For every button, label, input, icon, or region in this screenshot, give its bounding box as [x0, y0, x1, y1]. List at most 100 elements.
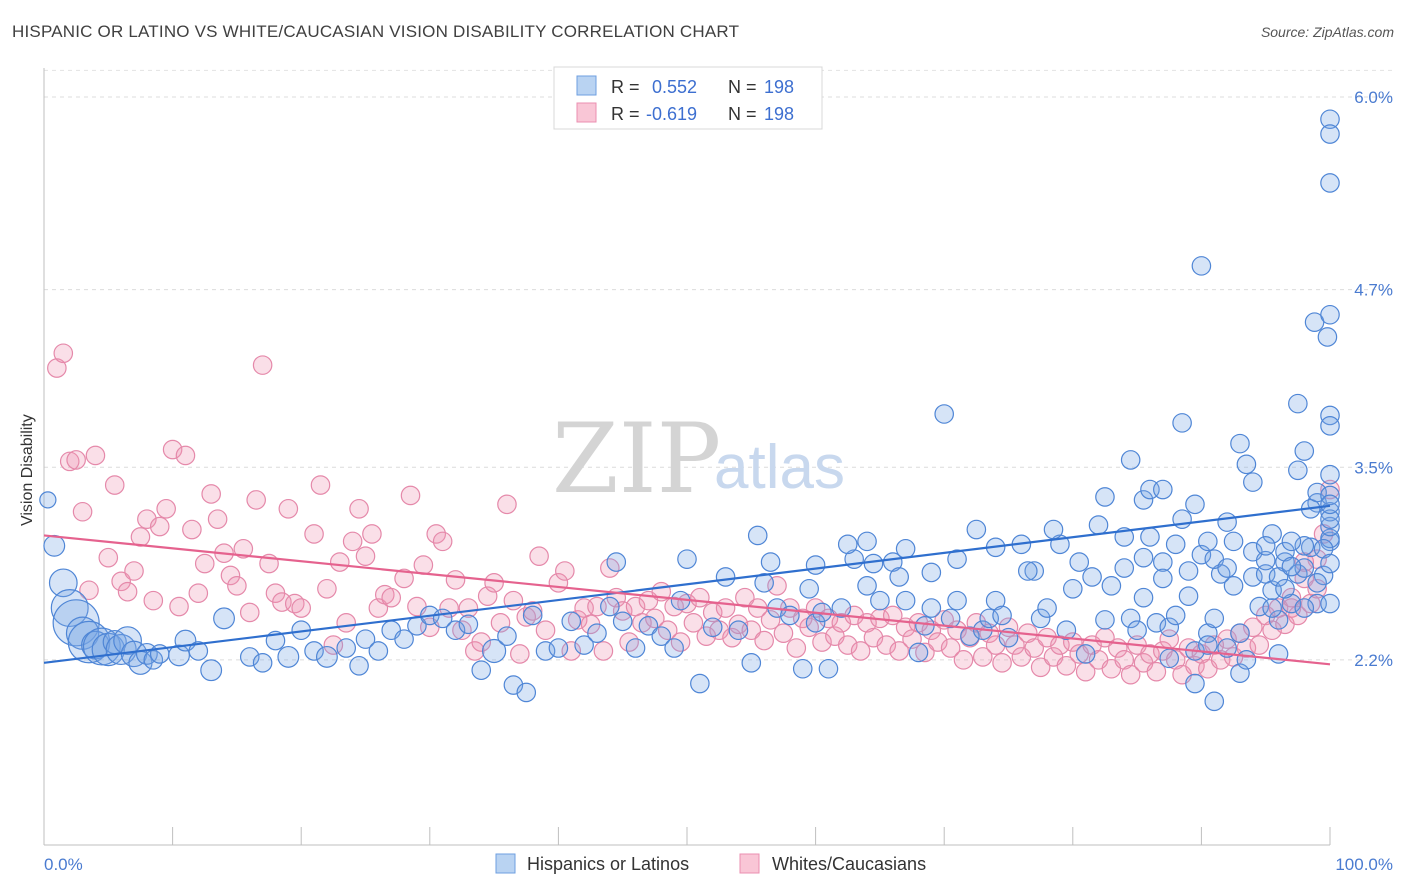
trend-line-whites	[43, 534, 1331, 666]
hispanic-point	[1101, 576, 1122, 596]
hispanic-point	[1030, 608, 1051, 629]
hispanic-point	[394, 629, 414, 649]
hispanic-point	[91, 632, 126, 667]
legend-n-value-1: 198	[764, 77, 794, 97]
legend-n-value-2: 198	[764, 104, 794, 124]
watermark: ZIP atlas	[552, 403, 845, 515]
y-tick-label: 6.0%	[1354, 88, 1393, 107]
white-point	[529, 546, 549, 566]
hispanic-point	[1320, 416, 1340, 436]
hispanic-point	[1320, 553, 1340, 574]
hispanic-point	[921, 562, 942, 583]
hispanic-point	[754, 573, 774, 593]
hispanic-point	[516, 682, 537, 703]
hispanic-point	[882, 552, 903, 572]
hispanic-point	[1172, 413, 1192, 433]
hispanic-point	[1159, 617, 1180, 638]
legend-swatch-blue	[576, 75, 597, 96]
hispanic-point	[43, 534, 66, 557]
hispanic-point	[747, 525, 768, 546]
hispanic-point	[1133, 490, 1154, 510]
hispanic-point	[1223, 531, 1244, 552]
hispanic-point	[1017, 561, 1038, 581]
white-point	[53, 343, 74, 364]
hispanic-point	[1288, 393, 1308, 414]
white-point	[227, 576, 247, 596]
white-point	[1030, 657, 1051, 678]
hispanic-point	[895, 538, 916, 559]
white-point	[1024, 638, 1045, 658]
hispanic-point	[561, 611, 582, 632]
bottom-legend-label-whites: Whites/Caucasians	[772, 854, 926, 874]
hispanic-point	[940, 608, 961, 629]
white-point	[117, 581, 138, 602]
legend-box	[553, 66, 823, 130]
hispanic-point	[1262, 524, 1282, 544]
legend-r-value-2: -0.619	[646, 104, 697, 124]
white-point	[182, 519, 202, 540]
hispanic-point	[315, 645, 338, 668]
white-point	[1005, 635, 1025, 655]
legend-r-label-2: R =	[611, 104, 640, 124]
hispanic-point	[1063, 578, 1083, 599]
legend-r-label-1: R =	[611, 77, 640, 97]
hispanic-point	[336, 638, 357, 658]
white-point	[149, 516, 170, 537]
hispanic-point	[458, 614, 479, 635]
legend-n-label-2: N =	[728, 104, 757, 124]
hispanic-point	[1317, 327, 1338, 347]
hispanic-point	[1056, 620, 1077, 641]
hispanic-point	[895, 590, 916, 611]
hispanic-point	[1140, 527, 1160, 547]
white-point	[812, 632, 832, 652]
hispanic-point	[368, 641, 389, 661]
hispanic-point	[200, 659, 223, 682]
white-point	[201, 484, 221, 504]
hispanic-point	[1082, 567, 1102, 587]
white-point	[349, 498, 369, 519]
white-point	[760, 610, 781, 630]
hispanic-point	[1069, 552, 1090, 572]
hispanic-point	[1320, 494, 1340, 515]
hispanic-point	[1230, 433, 1250, 454]
white-point	[323, 635, 344, 655]
hispanic-point	[304, 641, 324, 661]
hispanic-point	[1095, 610, 1115, 630]
hispanic-point	[947, 549, 967, 569]
hispanic-point	[1255, 550, 1276, 571]
white-point	[239, 602, 260, 623]
hispanic-point	[39, 491, 57, 509]
white-point	[169, 596, 189, 617]
hispanic-point	[1204, 691, 1225, 712]
white-point	[355, 546, 376, 566]
hispanic-point	[857, 576, 877, 596]
hispanic-point	[1159, 648, 1180, 669]
hispanic-point	[349, 655, 369, 676]
white-point	[754, 630, 774, 651]
white-point	[1249, 635, 1270, 655]
hispanic-point	[1178, 561, 1199, 581]
hispanic-point	[831, 598, 852, 618]
series-whites-caucasians-points	[47, 343, 1340, 685]
white-point	[246, 490, 266, 510]
white-point	[1140, 644, 1160, 664]
hispanic-point	[638, 615, 659, 636]
hispanic-point	[606, 552, 627, 572]
hispanic-point	[889, 567, 909, 587]
bottom-legend-swatch-pink	[739, 853, 760, 874]
white-point	[432, 531, 453, 552]
hispanic-point	[921, 598, 942, 618]
white-point	[1114, 650, 1135, 670]
white-point	[1165, 650, 1186, 670]
white-point	[535, 620, 556, 641]
hispanic-point	[1165, 534, 1186, 555]
white-point	[72, 501, 93, 522]
hispanic-point	[960, 626, 980, 646]
white-point	[972, 647, 993, 667]
hispanic-point	[728, 620, 749, 641]
white-point	[1236, 638, 1257, 658]
white-point	[111, 571, 131, 592]
white-point	[690, 587, 710, 608]
hispanic-point	[1088, 515, 1109, 535]
hispanic-point	[535, 641, 556, 661]
